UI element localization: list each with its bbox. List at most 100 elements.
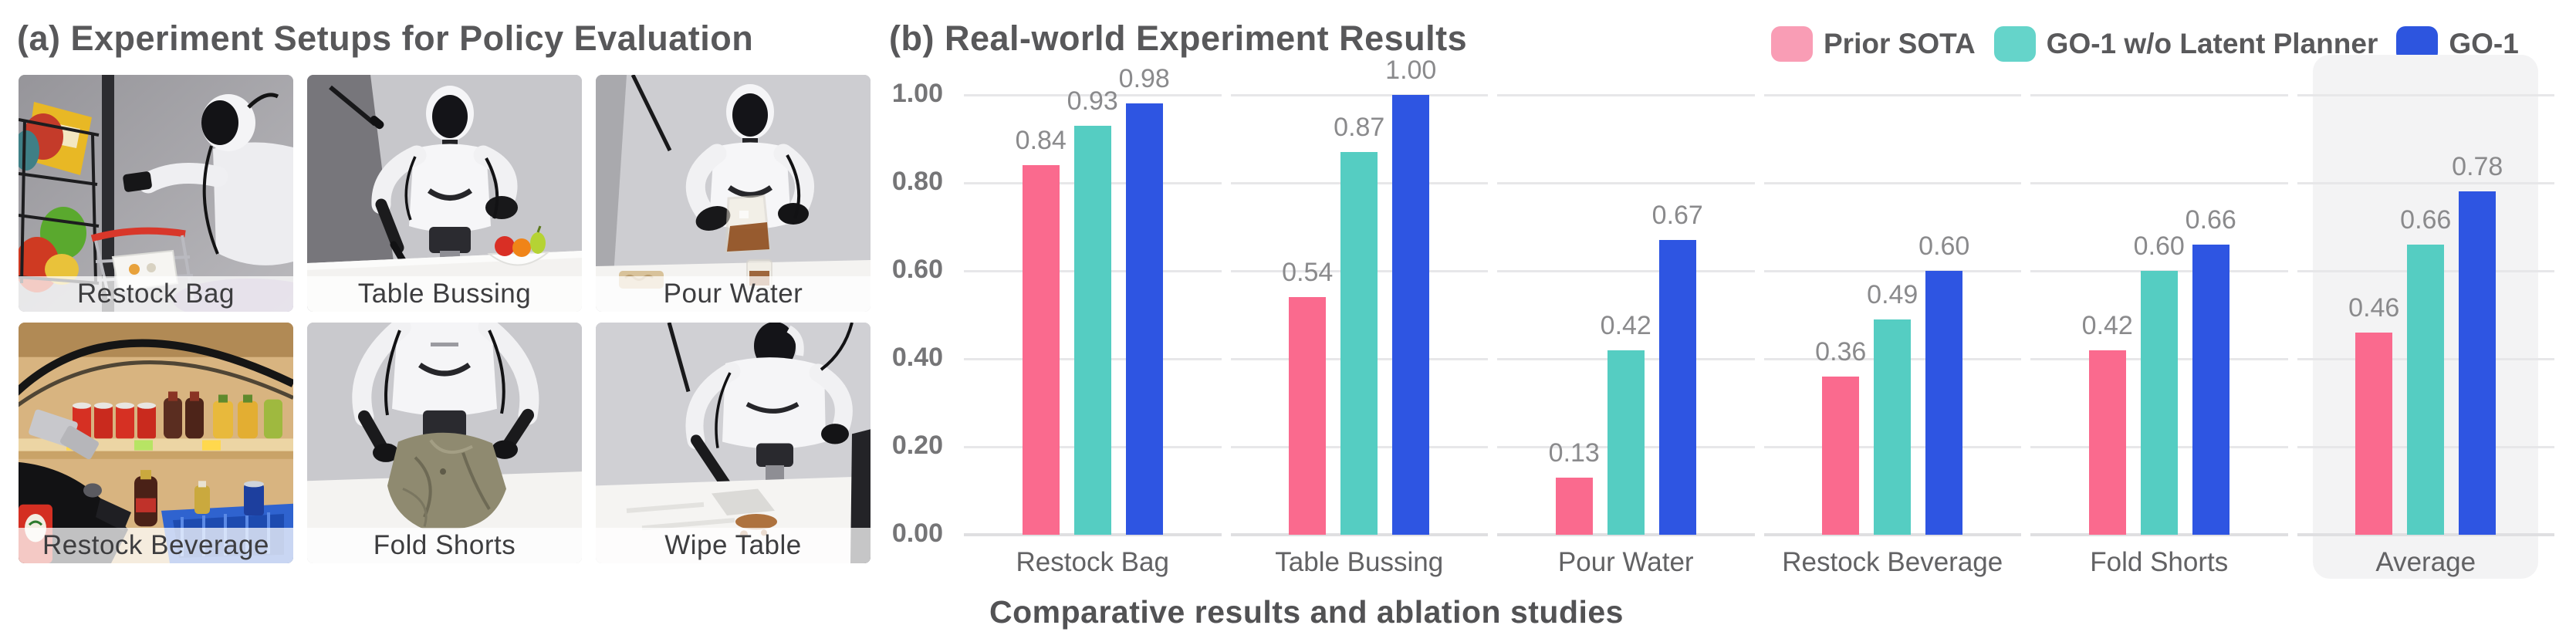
bar-prior-sota-restock-bag: [1022, 165, 1060, 535]
gridline-1.00: [964, 93, 1222, 96]
bar-value-go-1-fold-shorts: 0.66: [2185, 204, 2236, 235]
bar-value-prior-sota-table-bussing: 0.54: [1282, 258, 1334, 288]
x-axis-baseline: [1497, 533, 1755, 536]
bar-value-prior-sota-restock-beverage: 0.36: [1815, 336, 1867, 367]
facet-restock-beverage: 0.36 0.49 0.60 Restock Beverage: [1760, 93, 2027, 577]
bar-chart-plot-area: 0.84 0.93 0.98 Restock Bag 0.54 0.87 1.00 Table…: [959, 56, 2560, 577]
facet-average: 0.46 0.66 0.78 Average: [2293, 93, 2560, 577]
restock-bag-photo-illustration: [19, 75, 293, 312]
bar-go-1-w-o-latent-planner-restock-bag: [1073, 125, 1111, 535]
bar-go-1-w-o-latent-planner-restock-beverage: [1874, 319, 1912, 535]
gridline-0.80: [1497, 181, 1755, 184]
y-tick-1.00: 1.00: [891, 79, 943, 108]
gridline-1.00: [2297, 93, 2554, 96]
legend-item-go1-wo-latent-planner: GO-1 w/o Latent Planner: [1993, 26, 2378, 62]
category-label-average: Average: [2375, 547, 2476, 577]
gridline-1.00: [2030, 93, 2288, 96]
gridline-0.60: [1497, 269, 1755, 272]
bar-value-prior-sota-pour-water: 0.13: [1548, 438, 1600, 468]
bar-value-go-1-w-o-latent-planner-restock-beverage: 0.49: [1867, 279, 1918, 309]
bar-prior-sota-fold-shorts: [2088, 350, 2126, 535]
photo-label-pour-water: Pour Water: [596, 276, 870, 312]
category-label-restock-beverage: Restock Beverage: [1782, 547, 2003, 577]
panel-b-title: (b) Real-world Experiment Results: [889, 19, 1468, 58]
bar-value-prior-sota-fold-shorts: 0.42: [2081, 310, 2133, 340]
x-axis-baseline: [2030, 533, 2288, 536]
prior-sota-swatch-icon: [1771, 26, 1813, 62]
experiment-photo-grid: Restock Bag: [19, 75, 870, 563]
legend-label-prior-sota: Prior SOTA: [1824, 28, 1976, 59]
gridline-1.00: [1763, 93, 2021, 96]
y-axis-tick-labels: 0.00 0.20 0.40 0.60 0.80 1.00: [804, 79, 943, 548]
bar-value-go-1-table-bussing: 1.00: [1385, 56, 1437, 85]
bar-go-1-fold-shorts: [2192, 244, 2229, 535]
bar-prior-sota-restock-beverage: [1822, 376, 1860, 535]
category-label-pour-water: Pour Water: [1557, 547, 1694, 577]
bar-go-1-restock-bag: [1125, 103, 1163, 535]
figure-caption: Comparative results and ablation studies: [989, 594, 1624, 630]
bar-prior-sota-table-bussing: [1289, 297, 1327, 535]
x-axis-baseline: [1763, 533, 2021, 536]
gridline-1.00: [1497, 93, 1755, 96]
gridline-0.80: [2030, 181, 2288, 184]
bar-value-go-1-w-o-latent-planner-fold-shorts: 0.60: [2133, 231, 2185, 261]
y-tick-0.40: 0.40: [891, 343, 943, 372]
photo-label-wipe-table: Wipe Table: [596, 528, 870, 563]
wipe-table-photo-illustration: [596, 323, 870, 563]
bar-value-go-1-average: 0.78: [2452, 152, 2503, 182]
bar-value-go-1-w-o-latent-planner-average: 0.66: [2400, 204, 2452, 235]
bar-go-1-w-o-latent-planner-pour-water: [1607, 350, 1645, 535]
x-axis-baseline: [1230, 533, 1488, 536]
panel-a-title: (a) Experiment Setups for Policy Evaluat…: [17, 19, 754, 58]
fold-shorts-photo-illustration: [307, 323, 582, 563]
bar-value-go-1-restock-bag: 0.98: [1118, 64, 1170, 94]
bar-go-1-w-o-latent-planner-fold-shorts: [2140, 271, 2178, 535]
photo-label-restock-bag: Restock Bag: [19, 276, 293, 312]
bar-go-1-average: [2459, 191, 2497, 535]
photo-tile-pour-water: Pour Water: [596, 75, 870, 312]
legend-label-go1-wo-latent-planner: GO-1 w/o Latent Planner: [2046, 28, 2378, 59]
facet-table-bussing: 0.54 0.87 1.00 Table Bussing: [1226, 56, 1493, 577]
bar-value-go-1-pour-water: 0.67: [1651, 201, 1703, 231]
facet-fold-shorts: 0.42 0.60 0.66 Fold Shorts: [2026, 93, 2293, 577]
facet-pour-water: 0.13 0.42 0.67 Pour Water: [1493, 93, 1760, 577]
bar-prior-sota-average: [2355, 332, 2393, 535]
x-axis-baseline: [2297, 533, 2554, 536]
photo-tile-table-bussing: Table Bussing: [307, 75, 582, 312]
photo-label-fold-shorts: Fold Shorts: [307, 528, 582, 563]
category-label-table-bussing: Table Bussing: [1275, 547, 1444, 577]
gridline-0.80: [2297, 181, 2554, 184]
y-tick-0.60: 0.60: [891, 255, 943, 284]
bar-go-1-w-o-latent-planner-average: [2407, 244, 2445, 535]
legend-label-go1: GO-1: [2449, 28, 2519, 59]
bar-value-go-1-w-o-latent-planner-pour-water: 0.42: [1600, 310, 1651, 340]
legend-item-prior-sota: Prior SOTA: [1771, 26, 1976, 62]
bar-go-1-w-o-latent-planner-table-bussing: [1340, 152, 1378, 535]
photo-label-restock-beverage: Restock Beverage: [19, 528, 293, 563]
facet-restock-bag: 0.84 0.93 0.98 Restock Bag: [959, 64, 1226, 577]
gridline-0.60: [1763, 269, 2021, 272]
bar-go-1-restock-beverage: [1925, 271, 1963, 535]
x-axis-baseline: [964, 533, 1222, 536]
photo-tile-fold-shorts: Fold Shorts: [307, 323, 582, 563]
bar-value-prior-sota-average: 0.46: [2348, 292, 2400, 323]
photo-tile-restock-beverage: Restock Beverage: [19, 323, 293, 563]
photo-label-table-bussing: Table Bussing: [307, 276, 582, 312]
gridline-0.80: [1763, 181, 2021, 184]
category-label-fold-shorts: Fold Shorts: [2090, 547, 2229, 577]
bar-value-go-1-restock-beverage: 0.60: [1918, 231, 1970, 261]
photo-tile-wipe-table: Wipe Table: [596, 323, 870, 563]
y-tick-0.00: 0.00: [891, 519, 943, 548]
category-label-restock-bag: Restock Bag: [1016, 547, 1169, 577]
bar-go-1-table-bussing: [1392, 95, 1430, 535]
bar-prior-sota-pour-water: [1555, 477, 1593, 535]
bar-go-1-pour-water: [1658, 240, 1696, 535]
bar-value-go-1-w-o-latent-planner-restock-bag: 0.93: [1067, 86, 1118, 116]
y-tick-0.20: 0.20: [891, 431, 943, 460]
bar-value-go-1-w-o-latent-planner-table-bussing: 0.87: [1334, 113, 1385, 143]
gridline-1.00: [1230, 93, 1488, 96]
bar-value-prior-sota-restock-bag: 0.84: [1015, 126, 1067, 156]
photo-tile-restock-bag: Restock Bag: [19, 75, 293, 312]
y-tick-0.80: 0.80: [891, 167, 943, 196]
